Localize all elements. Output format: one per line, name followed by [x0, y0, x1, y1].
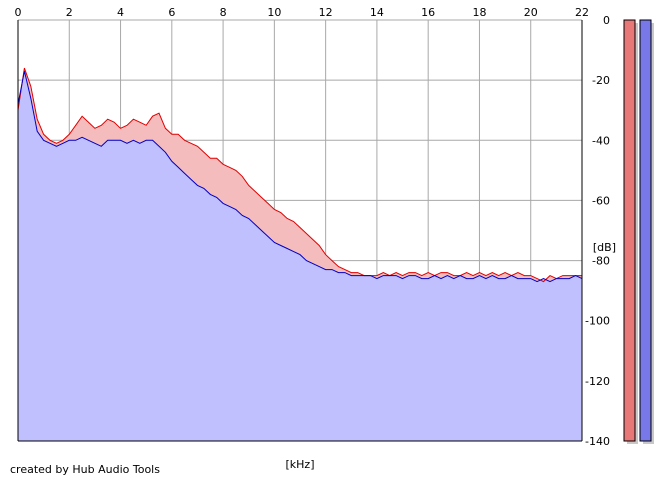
x-tick-label: 10: [267, 6, 281, 19]
y-tick-label: 0: [603, 14, 610, 27]
level-meter-0: [623, 19, 636, 442]
x-tick-label: 16: [421, 6, 435, 19]
y-tick-label: -80: [592, 255, 610, 268]
x-tick-label: 20: [524, 6, 538, 19]
y-tick-label: -20: [592, 74, 610, 87]
y-axis-label: [dB]: [593, 241, 616, 254]
spectrum-lines: [17, 67, 583, 283]
x-axis-label: [kHz]: [286, 458, 315, 471]
x-tick-label: 4: [117, 6, 124, 19]
x-tick-label: 18: [472, 6, 486, 19]
x-tick-label: 22: [575, 6, 589, 19]
y-tick-label: -60: [592, 194, 610, 207]
y-tick-label: -100: [585, 315, 610, 328]
y-tick-label: -40: [592, 134, 610, 147]
y-tick-label: -140: [585, 435, 610, 448]
y-tick-label: -120: [585, 375, 610, 388]
credit-text: created by Hub Audio Tools: [10, 463, 160, 476]
x-tick-label: 0: [15, 6, 22, 19]
x-tick-label: 6: [168, 6, 175, 19]
x-tick-label: 2: [66, 6, 73, 19]
series-line-1: [17, 70, 583, 283]
y-tick-labels: 0 -20 -40 -60 -80 -100 -120 -140: [585, 14, 610, 448]
level-meter-1: [639, 19, 652, 442]
x-tick-label: 12: [319, 6, 333, 19]
x-tick-labels: 0 2 4 6 8 10 12 14 16 18 20 22: [15, 6, 590, 19]
series-line-0: [17, 67, 582, 283]
series-fill-1: [18, 71, 582, 441]
x-tick-label: 8: [220, 6, 227, 19]
level-meters: [623, 19, 654, 444]
x-tick-label: 14: [370, 6, 384, 19]
plot-frame: [17, 20, 583, 442]
